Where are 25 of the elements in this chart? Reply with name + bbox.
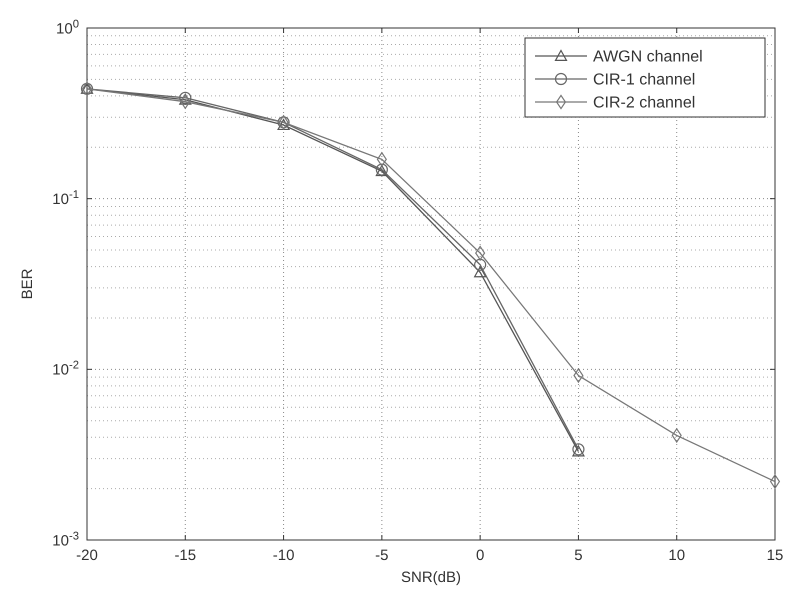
x-tick-label: -20 <box>76 547 98 564</box>
x-tick-label: 10 <box>668 547 686 564</box>
x-tick-label: -5 <box>375 547 389 564</box>
y-tick-label: 10$^{-1}$ <box>52 188 79 208</box>
point <box>672 428 682 443</box>
x-tick-label: 0 <box>476 547 484 564</box>
point <box>376 152 387 167</box>
x-axis-title: SNR(dB) <box>400 569 462 586</box>
y-tick-label: 10$^{-3}$ <box>52 530 79 550</box>
x-tick-label: 15 <box>766 547 784 564</box>
point <box>180 94 190 109</box>
x-tick-label: -15 <box>174 547 196 564</box>
point <box>277 118 290 130</box>
x-tick-label: -10 <box>272 547 294 564</box>
point <box>474 258 486 271</box>
y-tick-label: 10$^{-2}$ <box>52 360 79 379</box>
legend-label: CIR-2 channel <box>593 94 696 112</box>
legend-label: AWGN channel <box>593 48 703 66</box>
point <box>475 246 486 260</box>
y-tick-label: 10$^{0}$ <box>56 18 79 38</box>
x-tick-label: 5 <box>574 547 583 564</box>
y-axis-title: BER <box>19 268 36 300</box>
point <box>573 368 584 383</box>
legend-label: CIR-1 channel <box>593 72 696 89</box>
point <box>474 266 486 278</box>
